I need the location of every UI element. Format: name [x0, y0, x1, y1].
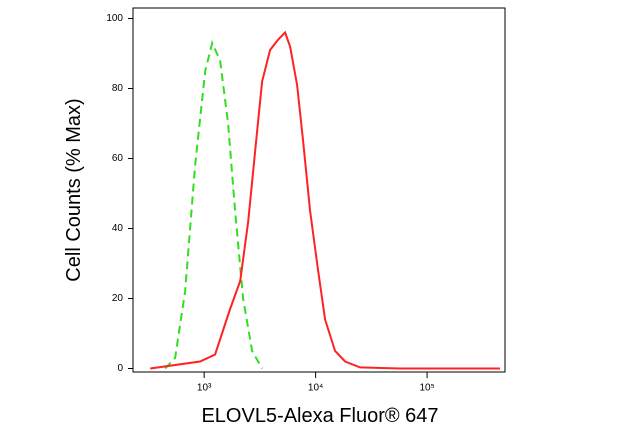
y-tick-label: 40	[112, 223, 124, 234]
histogram-line	[150, 30, 500, 370]
y-tick-label: 60	[112, 153, 124, 164]
x-axis-title: ELOVL5-Alexa Fluor® 647	[201, 405, 438, 427]
plot-frame	[132, 7, 506, 373]
y-tick-label: 20	[112, 293, 124, 304]
y-tick-label: 80	[112, 83, 124, 94]
x-tick-label: 10⁵	[419, 383, 434, 394]
y-tick-label: 0	[117, 363, 123, 374]
x-tick-label: 10⁴	[308, 383, 323, 394]
x-tick-label: 10³	[197, 383, 212, 394]
y-axis-title: Cell Counts (% Max)	[63, 98, 85, 281]
histogram-line	[164, 39, 263, 370]
y-tick-label: 100	[106, 13, 123, 24]
